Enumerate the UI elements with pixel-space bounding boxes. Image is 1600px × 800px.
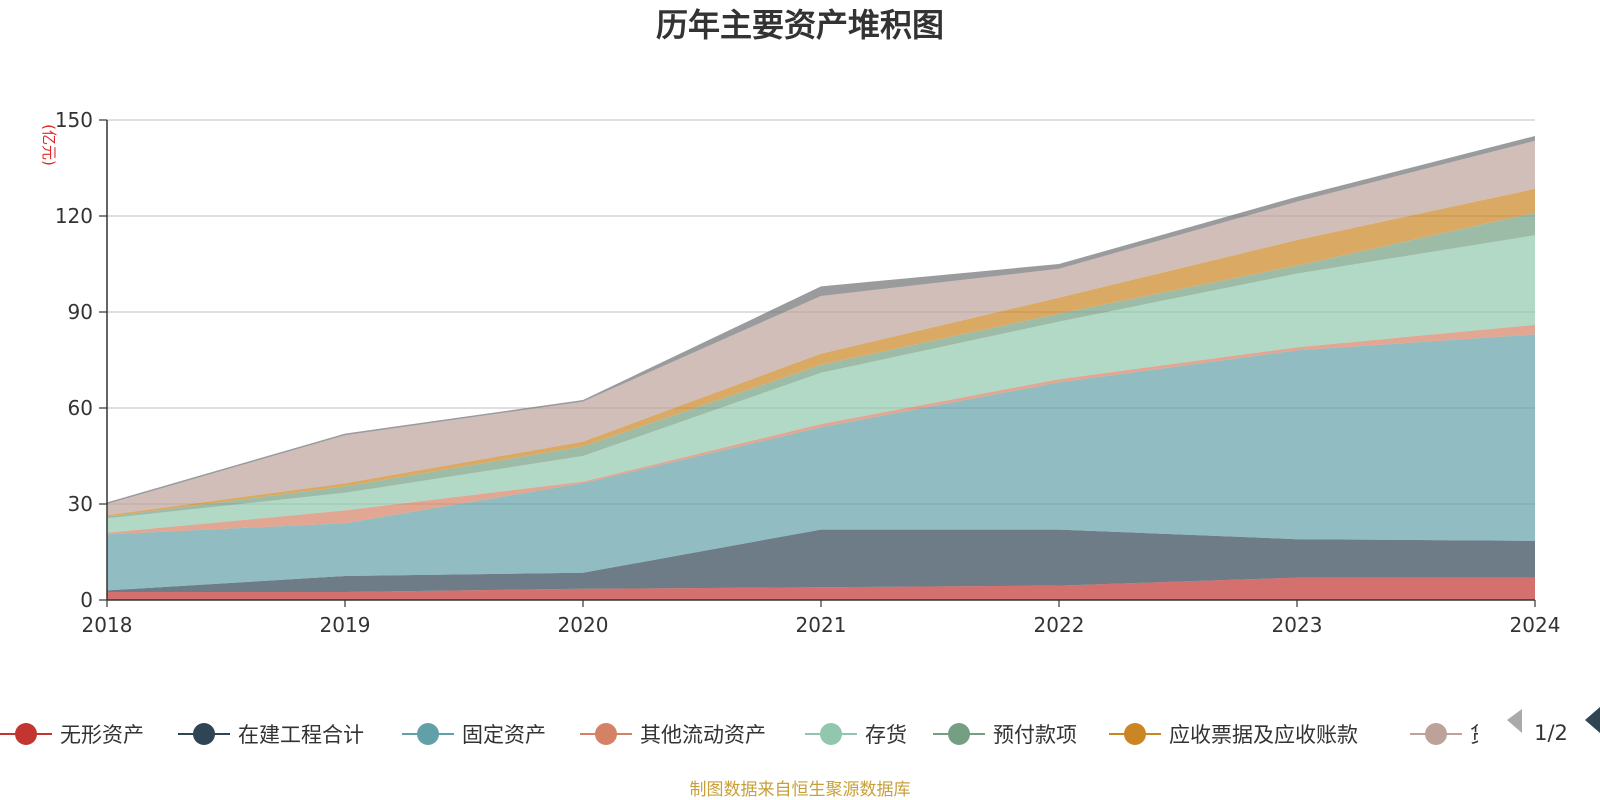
x-tick-label: 2020 (558, 613, 609, 637)
x-tick-label: 2018 (82, 613, 133, 637)
area-series-2 (107, 334, 1535, 591)
legend-dot-marker (820, 723, 842, 745)
y-tick-label: 30 (68, 492, 93, 516)
data-source-note: 制图数据来自恒生聚源数据库 (690, 780, 911, 800)
area-series-6 (107, 188, 1535, 517)
area-series-5 (107, 212, 1535, 519)
x-tick-label: 2024 (1510, 613, 1561, 637)
legend-prev-page-icon[interactable] (1507, 709, 1522, 733)
y-tick-label: 0 (80, 588, 93, 612)
area-series-1 (107, 529, 1535, 592)
area-series-4 (107, 235, 1535, 533)
legend-label: 其他流动资产 (640, 723, 766, 747)
y-tick-label: 90 (68, 300, 93, 324)
legend-item[interactable]: 应收票据及应收账款 (1109, 723, 1358, 747)
legend-dot-marker (1124, 723, 1146, 745)
legend-next-page-icon[interactable] (1585, 707, 1600, 733)
legend-label: 应收票据及应收账款 (1169, 723, 1358, 747)
legend-item[interactable]: 固定资产 (402, 723, 546, 747)
y-tick-label: 120 (55, 204, 93, 228)
legend-dot-marker (1425, 723, 1447, 745)
legend: 无形资产 在建工程合计 固定资产 其他流动资产 存货 预付款项 应收票据及应收账款 货 (0, 723, 1491, 747)
legend-dot-marker (15, 723, 37, 745)
axes: 0 30 60 90 120 150 2018 2019 2020 2021 2022 2023 202… (55, 108, 1561, 637)
legend-page-indicator: 1/2 (1534, 721, 1568, 745)
legend-pager: 1/2 (1507, 707, 1600, 745)
legend-item[interactable]: 预付款项 (933, 723, 1077, 747)
area-series-0 (107, 577, 1535, 600)
y-tick-label: 150 (55, 108, 93, 132)
legend-dot-marker (193, 723, 215, 745)
x-tick-label: 2019 (320, 613, 371, 637)
legend-item[interactable]: 在建工程合计 (178, 723, 364, 747)
area-series-7 (107, 140, 1535, 516)
x-tick-label: 2023 (1272, 613, 1323, 637)
x-tick-label: 2021 (796, 613, 847, 637)
legend-label: 固定资产 (462, 723, 546, 747)
y-axis-unit-label: (亿元) (40, 124, 58, 166)
area-series-group (107, 136, 1535, 600)
legend-dot-marker (417, 723, 439, 745)
y-tick-label: 60 (68, 396, 93, 420)
legend-label: 货 (1470, 723, 1491, 747)
area-series-8 (107, 136, 1535, 504)
chart-title: 历年主要资产堆积图 (656, 6, 944, 44)
legend-label: 存货 (865, 723, 907, 747)
legend-item[interactable]: 其他流动资产 (580, 723, 766, 747)
x-tick-label: 2022 (1034, 613, 1085, 637)
legend-label: 无形资产 (60, 723, 144, 747)
legend-item[interactable]: 无形资产 (0, 723, 144, 747)
legend-label: 在建工程合计 (238, 723, 364, 747)
legend-item[interactable]: 货 (1410, 723, 1491, 747)
legend-item[interactable]: 存货 (805, 723, 907, 747)
legend-label: 预付款项 (993, 723, 1077, 747)
legend-dot-marker (595, 723, 617, 745)
legend-dot-marker (948, 723, 970, 745)
